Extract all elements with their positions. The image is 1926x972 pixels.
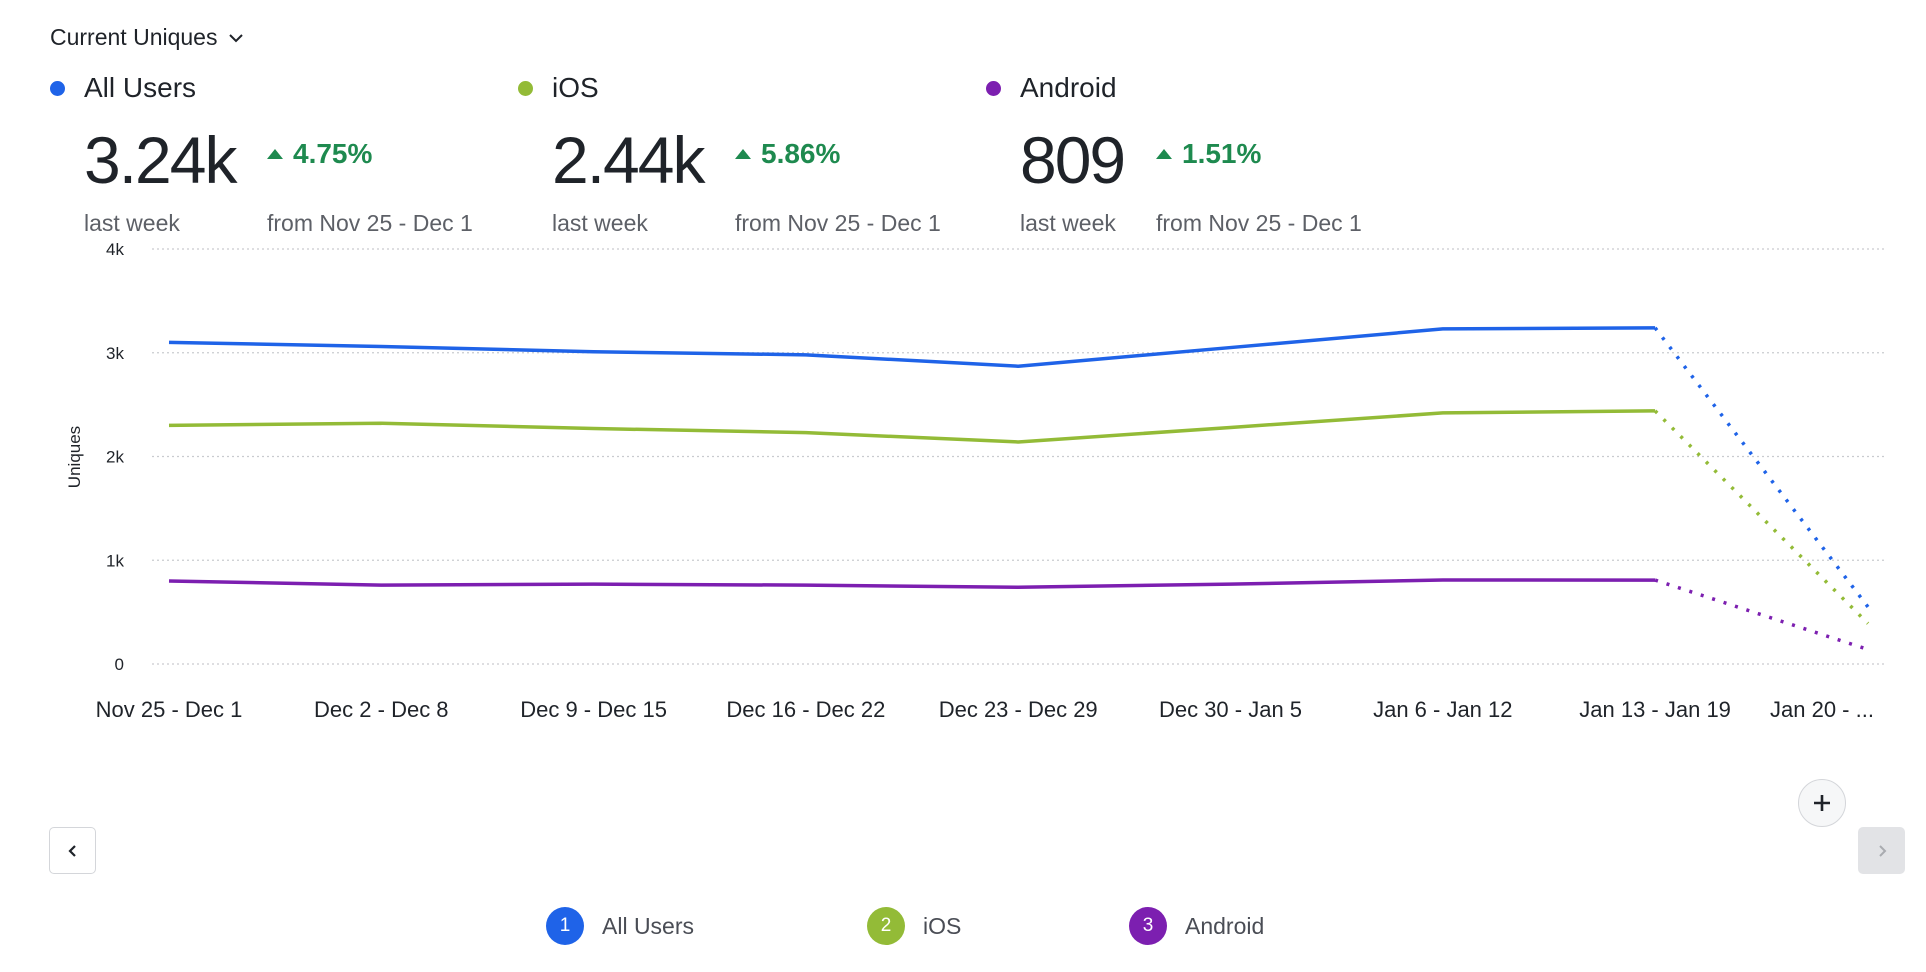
y-tick-label: 0 <box>115 655 124 674</box>
legend-item-all-users[interactable]: 1 All Users <box>546 907 694 945</box>
up-arrow-icon <box>267 149 283 159</box>
x-tick-label: Dec 23 - Dec 29 <box>939 697 1098 722</box>
series-projection-android <box>1654 578 1869 652</box>
x-tick-label: Jan 6 - Jan 12 <box>1373 697 1512 722</box>
x-tick-label: Nov 25 - Dec 1 <box>96 697 243 722</box>
series-line-all-users <box>168 326 1656 368</box>
legend-label: iOS <box>923 912 962 939</box>
metric-period: last week <box>552 210 648 236</box>
line-chart: Uniques 0 1k 2k 3k 4k Nov 25 - Dec 1 Dec 2 - D… <box>65 240 1884 722</box>
metric-dropdown-label: Current Uniques <box>50 24 218 50</box>
metric-card-ios: iOS 2.44k last week 5.86% from Nov 25 - … <box>518 72 968 252</box>
metric-card-android: Android 809 last week 1.51% from Nov 25 … <box>986 72 1436 252</box>
legend-label: All Users <box>602 912 695 939</box>
metric-value: 3.24k <box>84 123 237 197</box>
series-dot-icon <box>50 80 65 96</box>
series-projection-all-users <box>1653 326 1870 608</box>
y-axis-label: Uniques <box>65 426 84 488</box>
x-tick-label: Dec 16 - Dec 22 <box>726 697 885 722</box>
series-line-android <box>168 578 1656 589</box>
legend-item-android[interactable]: 3 Android <box>1129 907 1264 945</box>
scroll-left-button[interactable] <box>49 827 96 874</box>
up-arrow-icon <box>735 149 751 159</box>
metric-value: 2.44k <box>552 123 705 197</box>
up-arrow-icon <box>1156 149 1172 159</box>
legend-number-badge: 2 <box>867 907 905 945</box>
x-tick-label: Dec 30 - Jan 5 <box>1159 697 1302 722</box>
legend-number-badge: 1 <box>546 907 584 945</box>
metric-period: last week <box>84 210 180 236</box>
metric-change: 5.86% <box>761 138 841 169</box>
legend-label: Android <box>1185 912 1265 939</box>
metric-name: All Users <box>84 72 197 103</box>
metric-dropdown[interactable]: Current Uniques <box>50 24 245 51</box>
legend-number-badge: 3 <box>1129 907 1167 945</box>
chevron-right-icon <box>1878 844 1886 857</box>
y-tick-label: 1k <box>106 551 124 570</box>
y-tick-label: 4k <box>106 240 124 259</box>
x-tick-label: Dec 9 - Dec 15 <box>520 697 667 722</box>
add-button[interactable] <box>1798 779 1846 827</box>
series-dot-icon <box>986 80 1001 96</box>
x-tick-label: Jan 13 - Jan 19 <box>1579 697 1731 722</box>
metric-change: 4.75% <box>293 138 373 169</box>
legend-item-ios[interactable]: 2 iOS <box>867 907 961 945</box>
series-projection-ios <box>1653 409 1870 625</box>
metric-comparison: from Nov 25 - Dec 1 <box>1156 210 1362 236</box>
series-line-ios <box>168 409 1656 444</box>
y-tick-label: 3k <box>106 344 124 363</box>
metric-period: last week <box>1020 210 1116 236</box>
metric-name: iOS <box>552 72 599 103</box>
metric-change: 1.51% <box>1182 138 1262 169</box>
metric-name: Android <box>1020 72 1117 103</box>
series-dot-icon <box>518 80 533 96</box>
scroll-right-button[interactable] <box>1858 827 1905 874</box>
plus-icon <box>1814 795 1830 811</box>
chevron-down-icon <box>229 33 244 42</box>
metric-comparison: from Nov 25 - Dec 1 <box>267 210 473 236</box>
chevron-left-icon <box>67 844 76 857</box>
x-tick-label: Jan 20 - ... <box>1770 697 1874 722</box>
metric-comparison: from Nov 25 - Dec 1 <box>735 210 941 236</box>
y-tick-label: 2k <box>106 448 124 467</box>
metric-value: 809 <box>1020 123 1126 197</box>
metric-card-all-users: All Users 3.24k last week 4.75% from Nov… <box>50 72 500 252</box>
x-tick-label: Dec 2 - Dec 8 <box>314 697 449 722</box>
